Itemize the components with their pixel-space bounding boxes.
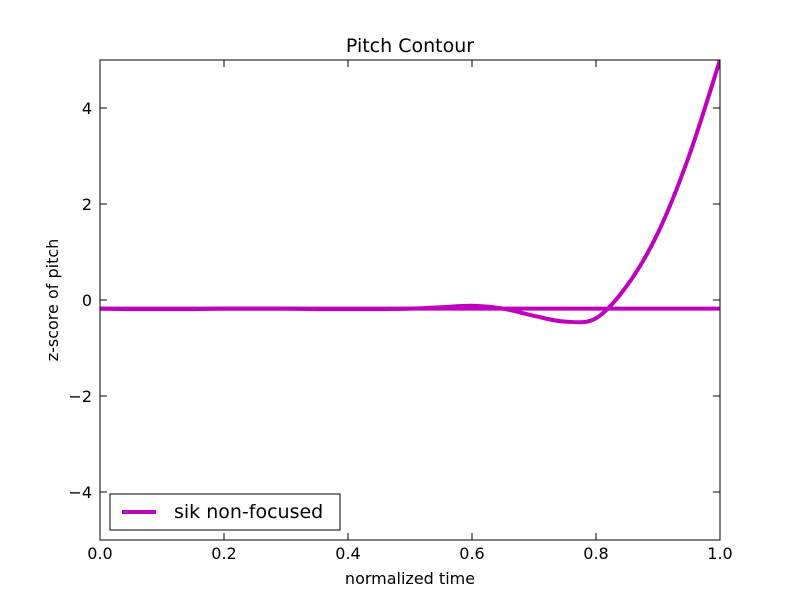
legend-label: sik non-focused: [174, 501, 323, 523]
x-axis-title: normalized time: [345, 569, 475, 588]
x-tick-label: 1.0: [707, 544, 732, 563]
y-tick-label: 4: [82, 99, 92, 118]
y-tick-label: −2: [68, 387, 92, 406]
plot-frame: [99, 59, 721, 541]
y-tick-label: 0: [82, 291, 92, 310]
y-axis: −4 −2 0 2 4: [68, 99, 720, 502]
x-tick-label: 0.0: [87, 544, 112, 563]
y-axis-title: z-score of pitch: [43, 239, 62, 362]
y-tick-label: 2: [82, 195, 92, 214]
y-tick-label: −4: [68, 483, 92, 502]
series-layer: [100, 60, 720, 325]
x-tick-label: 0.6: [459, 544, 484, 563]
legend: sik non-focused: [109, 493, 341, 531]
x-tick-label: 0.4: [335, 544, 360, 563]
x-tick-label: 0.8: [583, 544, 608, 563]
x-tick-label: 0.2: [211, 544, 236, 563]
chart-title: Pitch Contour: [346, 35, 474, 57]
x-axis: 0.0 0.2 0.4 0.6 0.8 1.0: [87, 60, 733, 563]
series-line-1: [100, 60, 720, 325]
